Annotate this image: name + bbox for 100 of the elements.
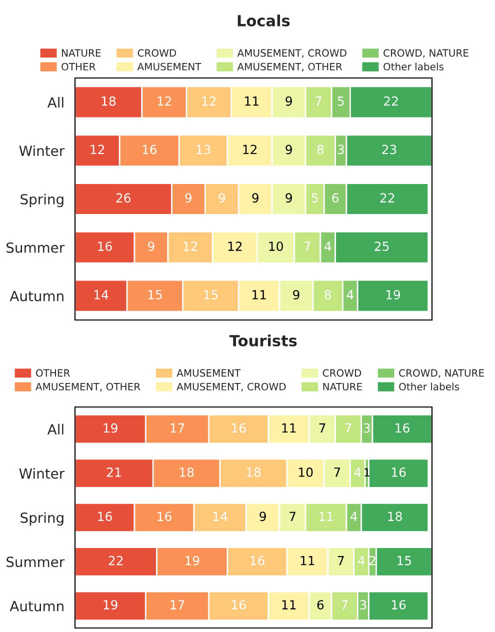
- legend-label: Other labels: [384, 62, 444, 70]
- data-label: 9: [286, 144, 292, 154]
- data-label: 19: [104, 423, 118, 433]
- data-label: 16: [392, 467, 406, 477]
- y-tick-label: Autumn: [10, 290, 64, 302]
- data-label: 18: [102, 96, 116, 106]
- data-label: 5: [312, 193, 318, 203]
- legend-label: AMUSEMENT, CROWD: [237, 49, 346, 58]
- legend-label: AMUSEMENT: [137, 62, 202, 70]
- legend-label: OTHER: [62, 62, 96, 70]
- data-label: 7: [342, 600, 348, 610]
- y-tick-label: All: [47, 96, 64, 108]
- data-label: 8: [317, 144, 324, 154]
- data-label: 15: [204, 290, 218, 300]
- data-label: 4: [358, 556, 365, 566]
- data-label: 6: [332, 193, 338, 203]
- data-label: 4: [354, 468, 361, 477]
- data-label: 26: [116, 193, 131, 203]
- data-label: 1: [364, 468, 370, 476]
- data-label: 18: [180, 467, 194, 477]
- data-label: 22: [108, 556, 123, 566]
- legend-label: Other labels: [399, 382, 460, 390]
- legend-label: AMUSEMENT, OTHER: [36, 382, 140, 392]
- legend-label: NATURE: [62, 49, 101, 57]
- y-tick-label: Winter: [19, 145, 65, 156]
- data-label: 4: [346, 290, 354, 300]
- y-tick-label: Summer: [6, 242, 65, 253]
- data-label: 7: [304, 242, 310, 251]
- data-label: 3: [338, 144, 344, 154]
- data-label: 11: [300, 556, 314, 566]
- data-label: 9: [218, 193, 225, 203]
- data-label: 16: [142, 144, 157, 154]
- data-label: 7: [319, 423, 326, 433]
- data-label: 9: [286, 193, 292, 203]
- legend-label: CROWD, NATURE: [384, 49, 468, 58]
- data-label: 12: [243, 144, 256, 154]
- data-label: 12: [184, 242, 197, 251]
- data-label: 7: [338, 556, 344, 566]
- legend-label: AMUSEMENT, OTHER: [237, 62, 342, 72]
- chart-title: Locals: [238, 14, 290, 26]
- data-label: 2: [369, 556, 376, 566]
- data-label: 9: [260, 512, 266, 522]
- data-label: 12: [202, 96, 216, 106]
- data-label: 25: [374, 242, 389, 252]
- data-label: 15: [398, 556, 411, 566]
- data-label: 17: [170, 600, 184, 610]
- legend-label: AMUSEMENT: [176, 369, 241, 377]
- data-label: 4: [324, 242, 332, 251]
- data-label: 19: [386, 290, 400, 300]
- data-label: 9: [252, 193, 258, 203]
- data-label: 7: [316, 96, 322, 106]
- data-label: 9: [185, 193, 192, 203]
- data-label: 12: [158, 96, 171, 106]
- data-label: 9: [148, 242, 154, 252]
- data-label: 15: [148, 290, 162, 300]
- data-label: 23: [382, 144, 396, 154]
- y-tick-label: Autumn: [10, 601, 64, 612]
- data-label: 7: [334, 468, 340, 477]
- data-label: 6: [317, 600, 324, 610]
- data-label: 22: [380, 193, 394, 202]
- data-label: 16: [250, 556, 264, 566]
- legend-label: CROWD: [138, 49, 176, 57]
- data-label: 13: [196, 144, 210, 154]
- data-label: 11: [245, 96, 258, 106]
- data-label: 16: [232, 600, 246, 610]
- data-label: 16: [396, 423, 410, 433]
- data-label: 11: [252, 290, 266, 300]
- data-label: 19: [186, 556, 200, 566]
- data-label: 10: [269, 242, 283, 252]
- data-label: 9: [286, 96, 292, 106]
- legend-label: AMUSEMENT, CROWD: [176, 382, 286, 392]
- data-label: 16: [392, 600, 406, 610]
- data-label: 11: [319, 512, 333, 521]
- legend-label: CROWD: [322, 369, 362, 377]
- data-label: 9: [293, 290, 300, 300]
- y-tick-label: Summer: [6, 556, 65, 568]
- data-label: 4: [350, 512, 358, 521]
- data-label: 18: [246, 467, 261, 477]
- data-label: 10: [298, 467, 313, 477]
- data-label: 5: [338, 96, 344, 106]
- data-label: 19: [104, 600, 118, 610]
- data-label: 11: [282, 600, 296, 610]
- legend-label: NATURE: [323, 382, 362, 390]
- data-label: 14: [94, 290, 108, 300]
- data-label: 7: [290, 512, 296, 521]
- data-label: 22: [384, 96, 398, 106]
- data-label: 16: [232, 423, 246, 433]
- data-label: 12: [228, 242, 242, 251]
- data-label: 7: [345, 423, 352, 433]
- data-label: 16: [98, 242, 112, 252]
- data-label: 3: [364, 423, 370, 433]
- data-label: 14: [213, 512, 228, 521]
- data-label: 12: [90, 144, 104, 154]
- chart-title: Tourists: [229, 334, 297, 346]
- data-label: 11: [282, 423, 296, 433]
- y-tick-label: All: [47, 424, 64, 434]
- data-label: 16: [158, 512, 172, 522]
- legend-label: OTHER: [36, 369, 70, 377]
- data-label: 16: [98, 512, 112, 522]
- data-label: 18: [388, 512, 402, 522]
